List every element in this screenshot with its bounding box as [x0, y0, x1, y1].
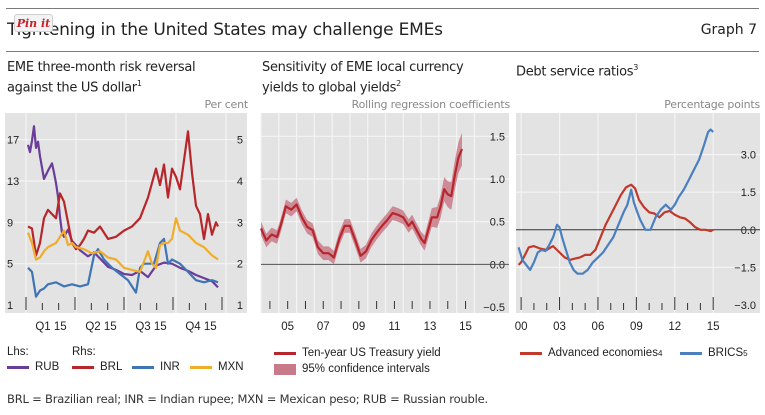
left-rhs-tick-label: 1	[237, 300, 243, 312]
legend-mxn-swatch	[190, 365, 212, 369]
right-x-tick-label: 03	[553, 321, 566, 333]
left-title-line2: against the US dollar1	[7, 76, 195, 96]
middle-title-line1: Sensitivity of EME local currency	[262, 60, 464, 75]
middle-y-tick-label: 0.5	[490, 217, 505, 229]
left-series-mxn	[26, 217, 219, 273]
legend-ci: 95% confidence intervals	[274, 363, 430, 375]
right-y-tick-label: 3.0	[741, 150, 756, 162]
legend-treasury: Ten-year US Treasury yield	[274, 347, 441, 359]
middle-x-tick-label: 05	[281, 321, 294, 333]
right-panel-title: Debt service ratios3	[516, 60, 638, 80]
legend-ci-label: 95% confidence intervals	[302, 363, 430, 375]
legend-mxn-label: MXN	[218, 361, 244, 373]
left-lhs-tick-label: 9	[7, 217, 13, 229]
left-lhs-tick-label: 13	[7, 176, 19, 188]
left-title-line2-text: against the US dollar	[7, 80, 137, 96]
footnote: BRL = Brazilian real; INR = Indian rupee…	[7, 392, 488, 406]
graph-title: Tightening in the United States may chal…	[7, 20, 443, 40]
left-lhs-tick-label: 17	[7, 135, 19, 147]
middle-y-tick-label: 1.5	[490, 131, 505, 143]
right-x-tick-label: 06	[592, 321, 605, 333]
legend-treasury-label: Ten-year US Treasury yield	[302, 347, 441, 359]
legend-brl: BRL	[72, 361, 122, 373]
top-rule	[6, 8, 759, 9]
middle-title-line2-text: yields to global yields	[262, 80, 397, 96]
right-y-tick-label: −3.0	[734, 300, 756, 312]
legend-rub: RUB	[7, 361, 59, 373]
left-x-tick-label: Q2 15	[85, 321, 116, 333]
left-rhs-tick-label: 3	[237, 217, 243, 229]
right-title-sup: 3	[633, 63, 639, 72]
graph-number: Graph 7	[700, 22, 757, 38]
middle-series-treasury	[259, 148, 464, 259]
pin-it-button[interactable]: Pin it	[14, 14, 53, 32]
left-unit-label: Per cent	[204, 98, 248, 111]
legend-advanced-swatch	[520, 351, 542, 355]
middle-y-tick-label: 1.0	[490, 174, 505, 186]
left-x-tick-label: Q3 15	[135, 321, 166, 333]
middle-panel-title: Sensitivity of EME local currency yields…	[262, 60, 464, 96]
right-series-brics	[517, 128, 714, 275]
left-x-tick-label: Q4 15	[185, 321, 216, 333]
right-y-tick-label: 0.0	[741, 225, 756, 237]
left-x-tick-label: Q1 15	[35, 321, 66, 333]
middle-confidence-band	[261, 132, 462, 265]
legend-brl-swatch	[72, 365, 94, 369]
legend-advanced: Advanced economies 4	[520, 347, 662, 359]
legend-rub-label: RUB	[35, 361, 60, 373]
legend-brics-sup: 5	[743, 348, 748, 358]
left-panel-title: EME three-month risk reversal against th…	[7, 60, 196, 96]
legend-treasury-swatch	[274, 351, 296, 355]
left-lhs-label: Lhs:	[7, 346, 29, 358]
left-series-brl	[27, 130, 219, 257]
middle-y-tick-label: −0.5	[483, 302, 505, 314]
right-x-tick-label: 15	[707, 321, 720, 333]
middle-title-sup: 2	[396, 79, 401, 88]
right-unit-label: Percentage points	[664, 98, 760, 111]
left-lhs-tick-label: 1	[7, 300, 13, 312]
left-rhs-label: Rhs:	[72, 346, 96, 358]
left-lhs-tick-label: 5	[7, 259, 13, 271]
legend-mxn: MXN	[190, 361, 244, 373]
middle-y-tick-label: 0.0	[490, 259, 505, 271]
left-title-sup: 1	[136, 79, 142, 88]
legend-brics-label: BRICS	[708, 347, 744, 359]
lhs-label-text: Lhs:	[7, 346, 29, 358]
title-rule	[6, 51, 759, 52]
legend-inr-label: INR	[160, 361, 180, 373]
legend-rub-swatch	[7, 365, 29, 369]
legend-ci-swatch	[274, 363, 296, 375]
legend-brics: BRICS 5	[680, 347, 748, 359]
left-rhs-tick-label: 2	[237, 259, 243, 271]
right-x-tick-label: 09	[630, 321, 643, 333]
left-rhs-tick-label: 5	[237, 135, 243, 147]
right-series-advanced-economies	[517, 183, 714, 266]
legend-brics-swatch	[680, 351, 702, 355]
legend-brl-label: BRL	[100, 361, 123, 373]
middle-x-tick-label: 11	[388, 321, 400, 333]
middle-x-tick-label: 13	[424, 321, 437, 333]
right-x-tick-label: 12	[668, 321, 681, 333]
legend-inr: INR	[132, 361, 180, 373]
middle-x-tick-label: 15	[459, 321, 472, 333]
right-x-tick-label: 00	[515, 321, 528, 333]
right-title-text: Debt service ratios	[516, 64, 634, 80]
legend-inr-swatch	[132, 365, 154, 369]
right-title-line1: Debt service ratios3	[516, 60, 638, 80]
middle-x-tick-label: 09	[352, 321, 365, 333]
right-y-tick-label: −1.5	[734, 262, 756, 274]
legend-advanced-label: Advanced economies	[548, 347, 658, 359]
middle-unit-label: Rolling regression coefficients	[351, 98, 511, 111]
left-series-inr	[27, 237, 219, 298]
legend-advanced-sup: 4	[657, 348, 663, 358]
middle-x-tick-label: 07	[317, 321, 330, 333]
left-rhs-tick-label: 4	[237, 176, 243, 188]
left-title-line1: EME three-month risk reversal	[7, 60, 196, 75]
middle-title-line2: yields to global yields2	[262, 76, 463, 96]
rhs-label-text: Rhs:	[72, 346, 96, 358]
right-y-tick-label: 1.5	[741, 187, 756, 199]
